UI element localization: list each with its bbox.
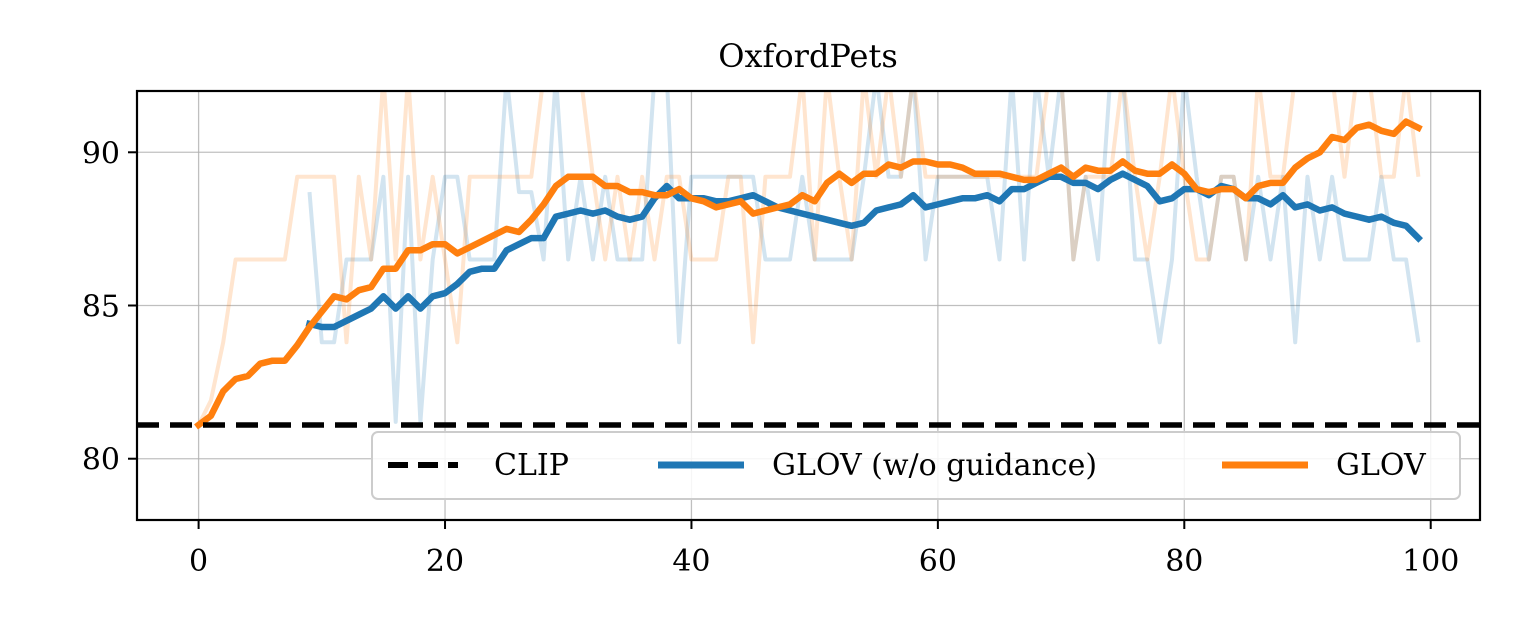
legend-box (371, 431, 1461, 500)
x-tick-label: 0 (189, 544, 208, 579)
x-tick-label: 40 (672, 544, 710, 579)
series-smoothed-line-glov (194, 118, 1423, 430)
y-tick-label: 85 (82, 290, 120, 325)
series-raw-line-glov (196, 91, 1421, 426)
smoothed-series-lines (194, 118, 1423, 430)
y-tick-label: 90 (82, 136, 120, 171)
x-tick-label: 60 (919, 544, 957, 579)
y-tick-label: 80 (82, 443, 120, 478)
axis-ticks: 0 20 40 60 80 100 80 85 90 (82, 136, 1460, 579)
legend-label-glov-wo-guidance: GLOV (w/o guidance) (772, 448, 1097, 483)
x-tick-label: 80 (1165, 544, 1203, 579)
legend-label-clip: CLIP (494, 448, 569, 483)
legend-label-glov: GLOV (1336, 448, 1427, 483)
x-tick-label: 100 (1402, 544, 1459, 579)
chart-title: OxfordPets (718, 37, 897, 75)
x-tick-label: 20 (426, 544, 464, 579)
legend: CLIP GLOV (w/o guidance) GLOV (371, 431, 1461, 500)
